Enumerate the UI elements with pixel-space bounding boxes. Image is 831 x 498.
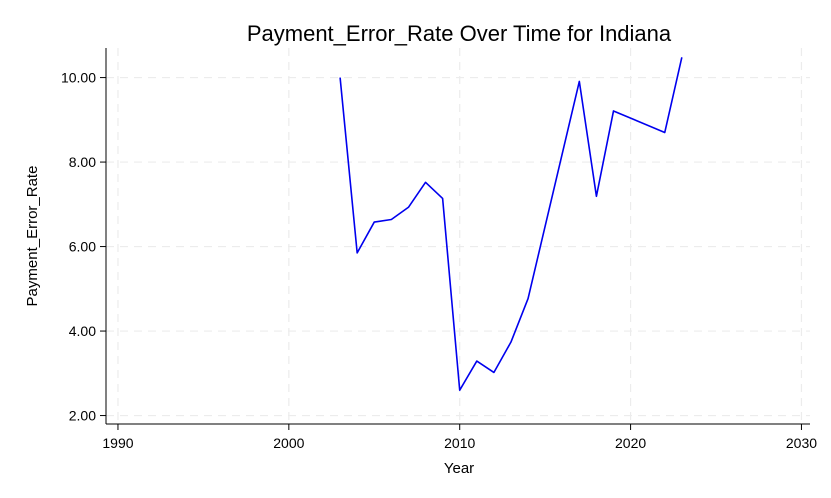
x-tick-label: 2020 [615,435,646,451]
axes [105,48,810,425]
tick-marks [100,77,802,430]
y-axis-label: Payment_Error_Rate [24,166,41,307]
x-tick-label: 2030 [786,435,817,451]
y-tick-label: 8.00 [69,154,96,170]
x-tick-label: 2000 [273,435,304,451]
x-axis-label: Year [444,460,474,477]
data-series [339,57,683,392]
y-tick-label: 2.00 [69,408,96,424]
y-tick-label: 6.00 [69,239,96,255]
chart-title: Payment_Error_Rate Over Time for Indiana [247,21,672,46]
series-line [339,57,683,392]
tick-labels: 1990 2000 2010 2020 2030 2.00 4.00 6.00 8.00 10.0… [61,70,817,451]
grid-lines [106,48,810,424]
x-tick-label: 1990 [102,435,133,451]
y-tick-label: 4.00 [69,323,96,339]
x-tick-label: 2010 [444,435,475,451]
y-tick-label: 10.00 [61,70,96,86]
